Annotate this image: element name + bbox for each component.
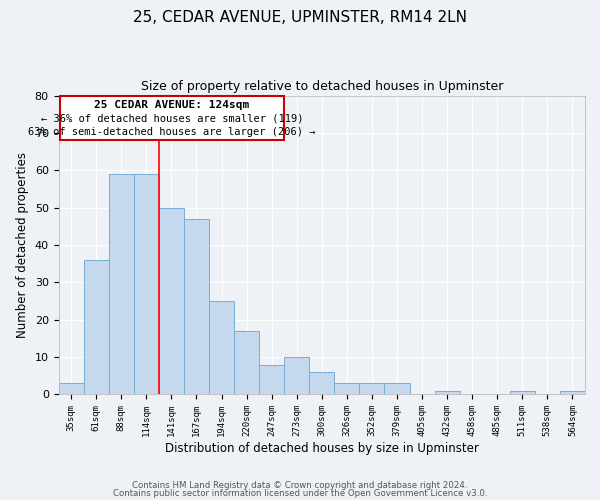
Text: ← 36% of detached houses are smaller (119): ← 36% of detached houses are smaller (11…	[41, 114, 303, 124]
X-axis label: Distribution of detached houses by size in Upminster: Distribution of detached houses by size …	[165, 442, 479, 455]
Y-axis label: Number of detached properties: Number of detached properties	[16, 152, 29, 338]
Bar	[134, 174, 159, 394]
Bar	[184, 219, 209, 394]
Text: 25 CEDAR AVENUE: 124sqm: 25 CEDAR AVENUE: 124sqm	[94, 100, 250, 110]
Text: 25, CEDAR AVENUE, UPMINSTER, RM14 2LN: 25, CEDAR AVENUE, UPMINSTER, RM14 2LN	[133, 10, 467, 25]
Text: Contains public sector information licensed under the Open Government Licence v3: Contains public sector information licen…	[113, 488, 487, 498]
Bar	[334, 384, 359, 394]
Bar	[159, 208, 184, 394]
Bar	[385, 384, 410, 394]
Bar	[234, 331, 259, 394]
Bar	[259, 364, 284, 394]
Bar	[209, 301, 234, 394]
Bar	[59, 384, 83, 394]
Bar	[309, 372, 334, 394]
Bar	[83, 260, 109, 394]
Bar	[359, 384, 385, 394]
Bar	[109, 174, 134, 394]
Text: Contains HM Land Registry data © Crown copyright and database right 2024.: Contains HM Land Registry data © Crown c…	[132, 481, 468, 490]
Bar	[284, 357, 309, 395]
FancyBboxPatch shape	[60, 96, 284, 140]
Text: 63% of semi-detached houses are larger (206) →: 63% of semi-detached houses are larger (…	[28, 127, 316, 137]
Bar	[560, 390, 585, 394]
Bar	[510, 390, 535, 394]
Title: Size of property relative to detached houses in Upminster: Size of property relative to detached ho…	[140, 80, 503, 93]
Bar	[434, 390, 460, 394]
